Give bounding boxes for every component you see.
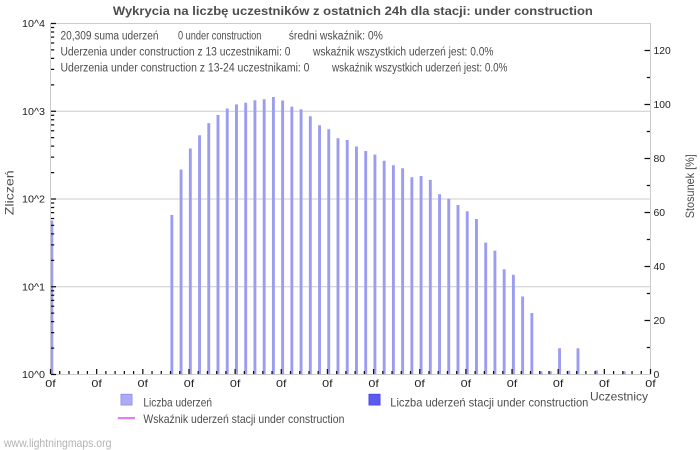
svg-text:0f: 0f	[461, 378, 472, 390]
svg-text:100: 100	[654, 99, 671, 111]
svg-text:20,309 suma uderzeń: 20,309 suma uderzeń	[61, 31, 159, 43]
svg-text:0f: 0f	[368, 378, 379, 390]
svg-text:0f: 0f	[45, 378, 56, 390]
svg-text:Uderzenia under construction z: Uderzenia under construction z 13 uczest…	[61, 47, 291, 59]
svg-text:80: 80	[654, 153, 666, 165]
svg-text:Liczba uderzeń: Liczba uderzeń	[143, 395, 212, 409]
svg-text:0f: 0f	[553, 378, 564, 390]
svg-text:10^0: 10^0	[22, 369, 45, 381]
svg-text:0f: 0f	[414, 378, 425, 390]
svg-text:0f: 0f	[138, 378, 149, 390]
svg-text:wskaźnik wszystkich uderzeń je: wskaźnik wszystkich uderzeń jest: 0.0%	[312, 47, 493, 59]
svg-text:Liczba uderzeń stacji under co: Liczba uderzeń stacji under construction	[390, 395, 588, 409]
svg-text:0f: 0f	[507, 378, 518, 390]
svg-text:wskaźnik wszystkich uderzeń je: wskaźnik wszystkich uderzeń jest: 0.0%	[331, 62, 507, 74]
svg-text:10^1: 10^1	[22, 281, 45, 293]
svg-text:0f: 0f	[276, 378, 287, 390]
svg-text:0f: 0f	[184, 378, 195, 390]
svg-text:10^2: 10^2	[22, 194, 45, 206]
svg-text:0 under construction: 0 under construction	[178, 31, 261, 43]
svg-text:Zliczeń: Zliczeń	[2, 170, 16, 215]
svg-text:10^3: 10^3	[22, 106, 45, 118]
svg-text:120: 120	[654, 45, 671, 57]
svg-text:0f: 0f	[230, 378, 241, 390]
svg-text:60: 60	[654, 207, 666, 219]
svg-text:Uczestnicy: Uczestnicy	[590, 389, 648, 403]
svg-text:Stosunek [%]: Stosunek [%]	[683, 154, 697, 218]
svg-text:0f: 0f	[91, 378, 102, 390]
svg-text:Uderzenia under construction z: Uderzenia under construction z 13-24 ucz…	[61, 62, 310, 74]
svg-text:0f: 0f	[645, 378, 656, 390]
svg-text:40: 40	[654, 261, 666, 273]
svg-text:20: 20	[654, 315, 666, 327]
svg-text:0f: 0f	[322, 378, 333, 390]
svg-text:0f: 0f	[599, 378, 610, 390]
svg-text:10^4: 10^4	[22, 18, 45, 30]
svg-text:0: 0	[654, 369, 660, 381]
svg-text:Wskaźnik uderzeń stacji under: Wskaźnik uderzeń stacji under constructi…	[143, 412, 344, 426]
svg-text:www.lightningmaps.org: www.lightningmaps.org	[3, 436, 111, 450]
svg-text:średni wskaźnik: 0%: średni wskaźnik: 0%	[289, 31, 383, 43]
svg-text:Wykrycia na liczbę uczestników: Wykrycia na liczbę uczestników z ostatni…	[113, 4, 593, 18]
